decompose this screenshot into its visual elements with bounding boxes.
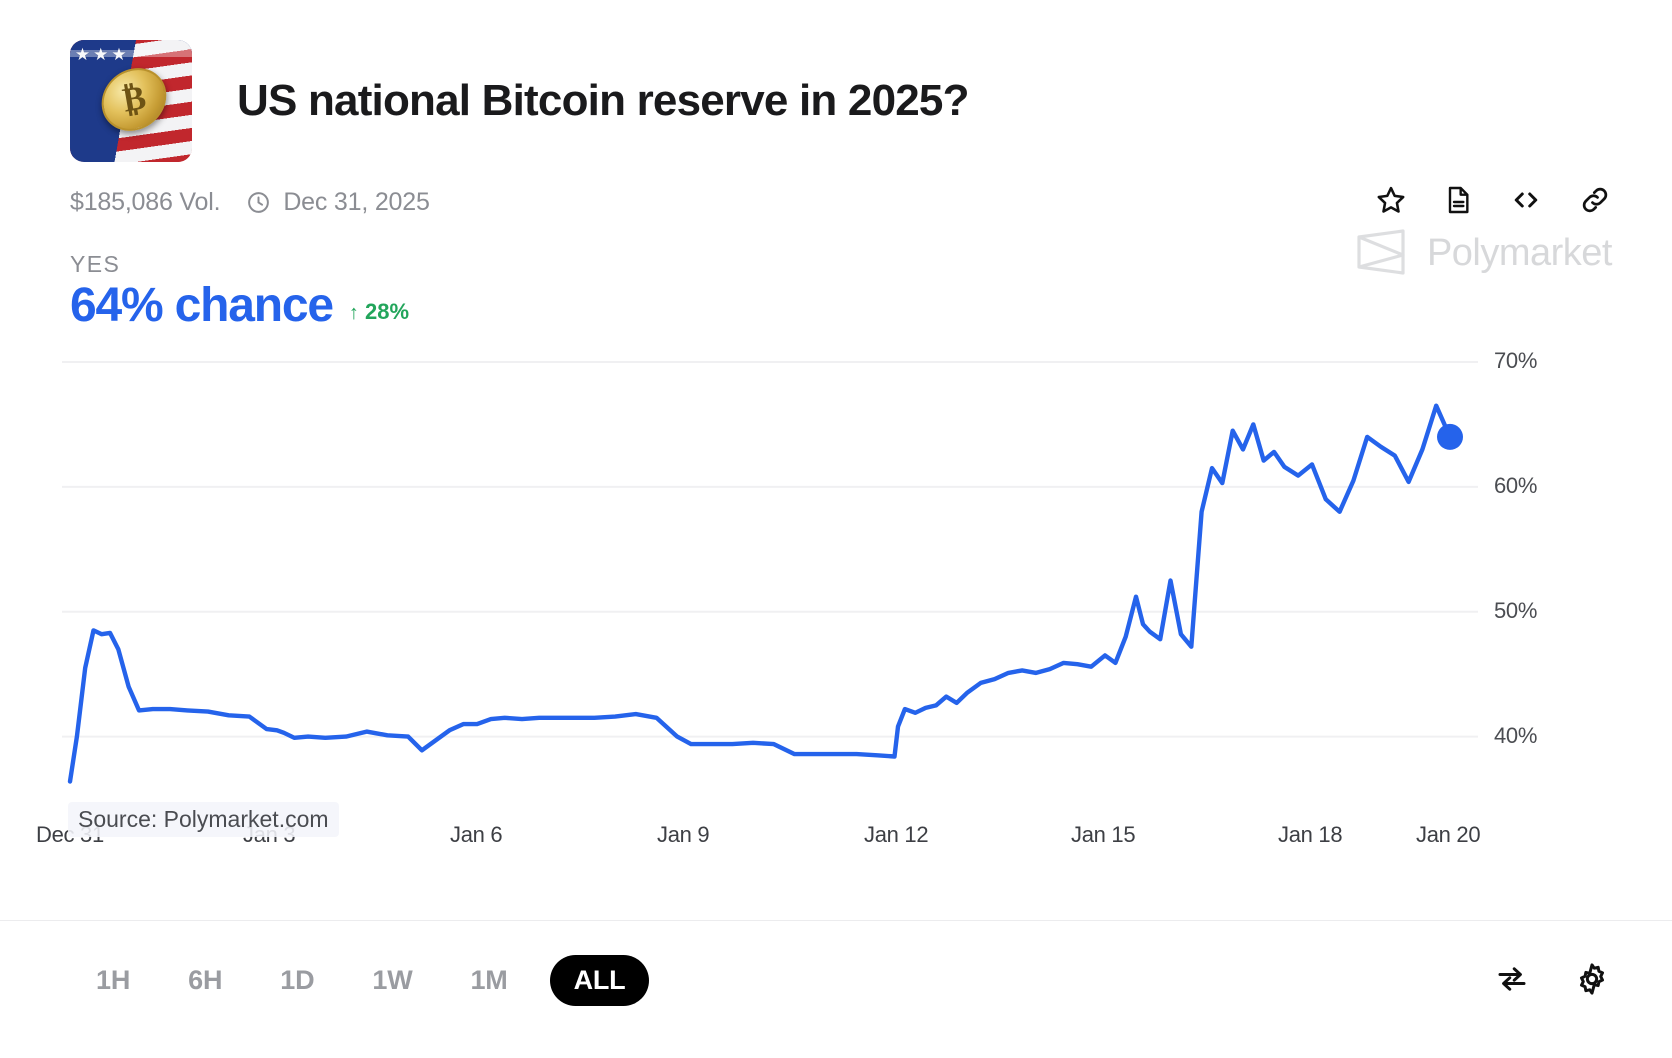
bitcoin-symbol: ₿ — [118, 79, 148, 120]
polymarket-logo-icon — [1357, 229, 1405, 275]
series-line — [67, 403, 1453, 784]
delta-arrow-icon: ↑ — [348, 302, 359, 324]
market-meta: $185,086 Vol. Dec 31, 2025 — [0, 162, 1672, 217]
market-header: ★★★★★★★★★★★★★★★★★★ ₿ US national Bitcoin… — [0, 0, 1672, 162]
bookmark-star-icon[interactable] — [1374, 183, 1408, 217]
x-axis-tick-label: Jan 15 — [1071, 822, 1136, 847]
range-button-6h[interactable]: 6H — [188, 965, 223, 995]
volume-text: $185,086 Vol. — [70, 188, 221, 216]
market-actions — [1374, 182, 1612, 218]
flag-stars: ★★★★★★★★★★★★★★★★★★ — [74, 44, 131, 64]
outcome-label: YES — [70, 251, 121, 277]
current-value-marker — [1437, 423, 1463, 450]
y-axis-tick-label: 40% — [1494, 722, 1538, 748]
time-range-group[interactable]: 1H 6H 1D 1W 1M ALL — [80, 955, 650, 1006]
chance-value: 64% chance — [70, 279, 334, 332]
x-axis-tick-label: Jan 20 — [1416, 822, 1481, 847]
code-embed-icon[interactable] — [1508, 182, 1544, 218]
end-date-text: Dec 31, 2025 — [283, 188, 430, 216]
price-delta: ↑ 28% — [349, 299, 409, 325]
x-axis-tick-label: Jan 9 — [657, 822, 710, 847]
x-axis-tick-label: Jan 18 — [1278, 822, 1343, 847]
chance-row: 64% chance ↑ 28% — [70, 282, 1672, 330]
gear-icon[interactable] — [1574, 961, 1610, 997]
y-axis-tick-label: 60% — [1494, 472, 1538, 498]
polymarket-watermark: Polymarket — [1353, 227, 1613, 279]
swap-arrows-icon[interactable] — [1494, 961, 1530, 997]
y-axis-tick-label: 70% — [1494, 348, 1538, 373]
delta-value: 28% — [364, 299, 410, 324]
x-axis-tick-label: Jan 6 — [450, 822, 503, 847]
price-summary: YES 64% chance ↑ 28% Polymarket — [0, 217, 1672, 330]
chart-canvas[interactable] — [0, 344, 1672, 834]
clock-icon — [246, 190, 271, 215]
y-axis-tick-label: 50% — [1494, 597, 1538, 623]
range-button-all[interactable]: ALL — [549, 955, 650, 1006]
link-icon[interactable] — [1578, 183, 1612, 217]
range-button-1m[interactable]: 1M — [470, 965, 508, 995]
chart-footer: 1H 6H 1D 1W 1M ALL — [0, 920, 1672, 1058]
market-thumbnail: ★★★★★★★★★★★★★★★★★★ ₿ — [70, 40, 192, 162]
chart-tools — [1494, 961, 1610, 997]
range-button-1d[interactable]: 1D — [280, 965, 315, 995]
document-icon[interactable] — [1442, 184, 1474, 216]
source-note: Source: Polymarket.com — [68, 802, 339, 837]
range-button-1w[interactable]: 1W — [372, 965, 413, 995]
range-button-1h[interactable]: 1H — [96, 965, 131, 995]
page-title: US national Bitcoin reserve in 2025? — [237, 76, 969, 125]
watermark-text: Polymarket — [1426, 231, 1613, 274]
x-axis-tick-label: Jan 12 — [864, 822, 929, 847]
